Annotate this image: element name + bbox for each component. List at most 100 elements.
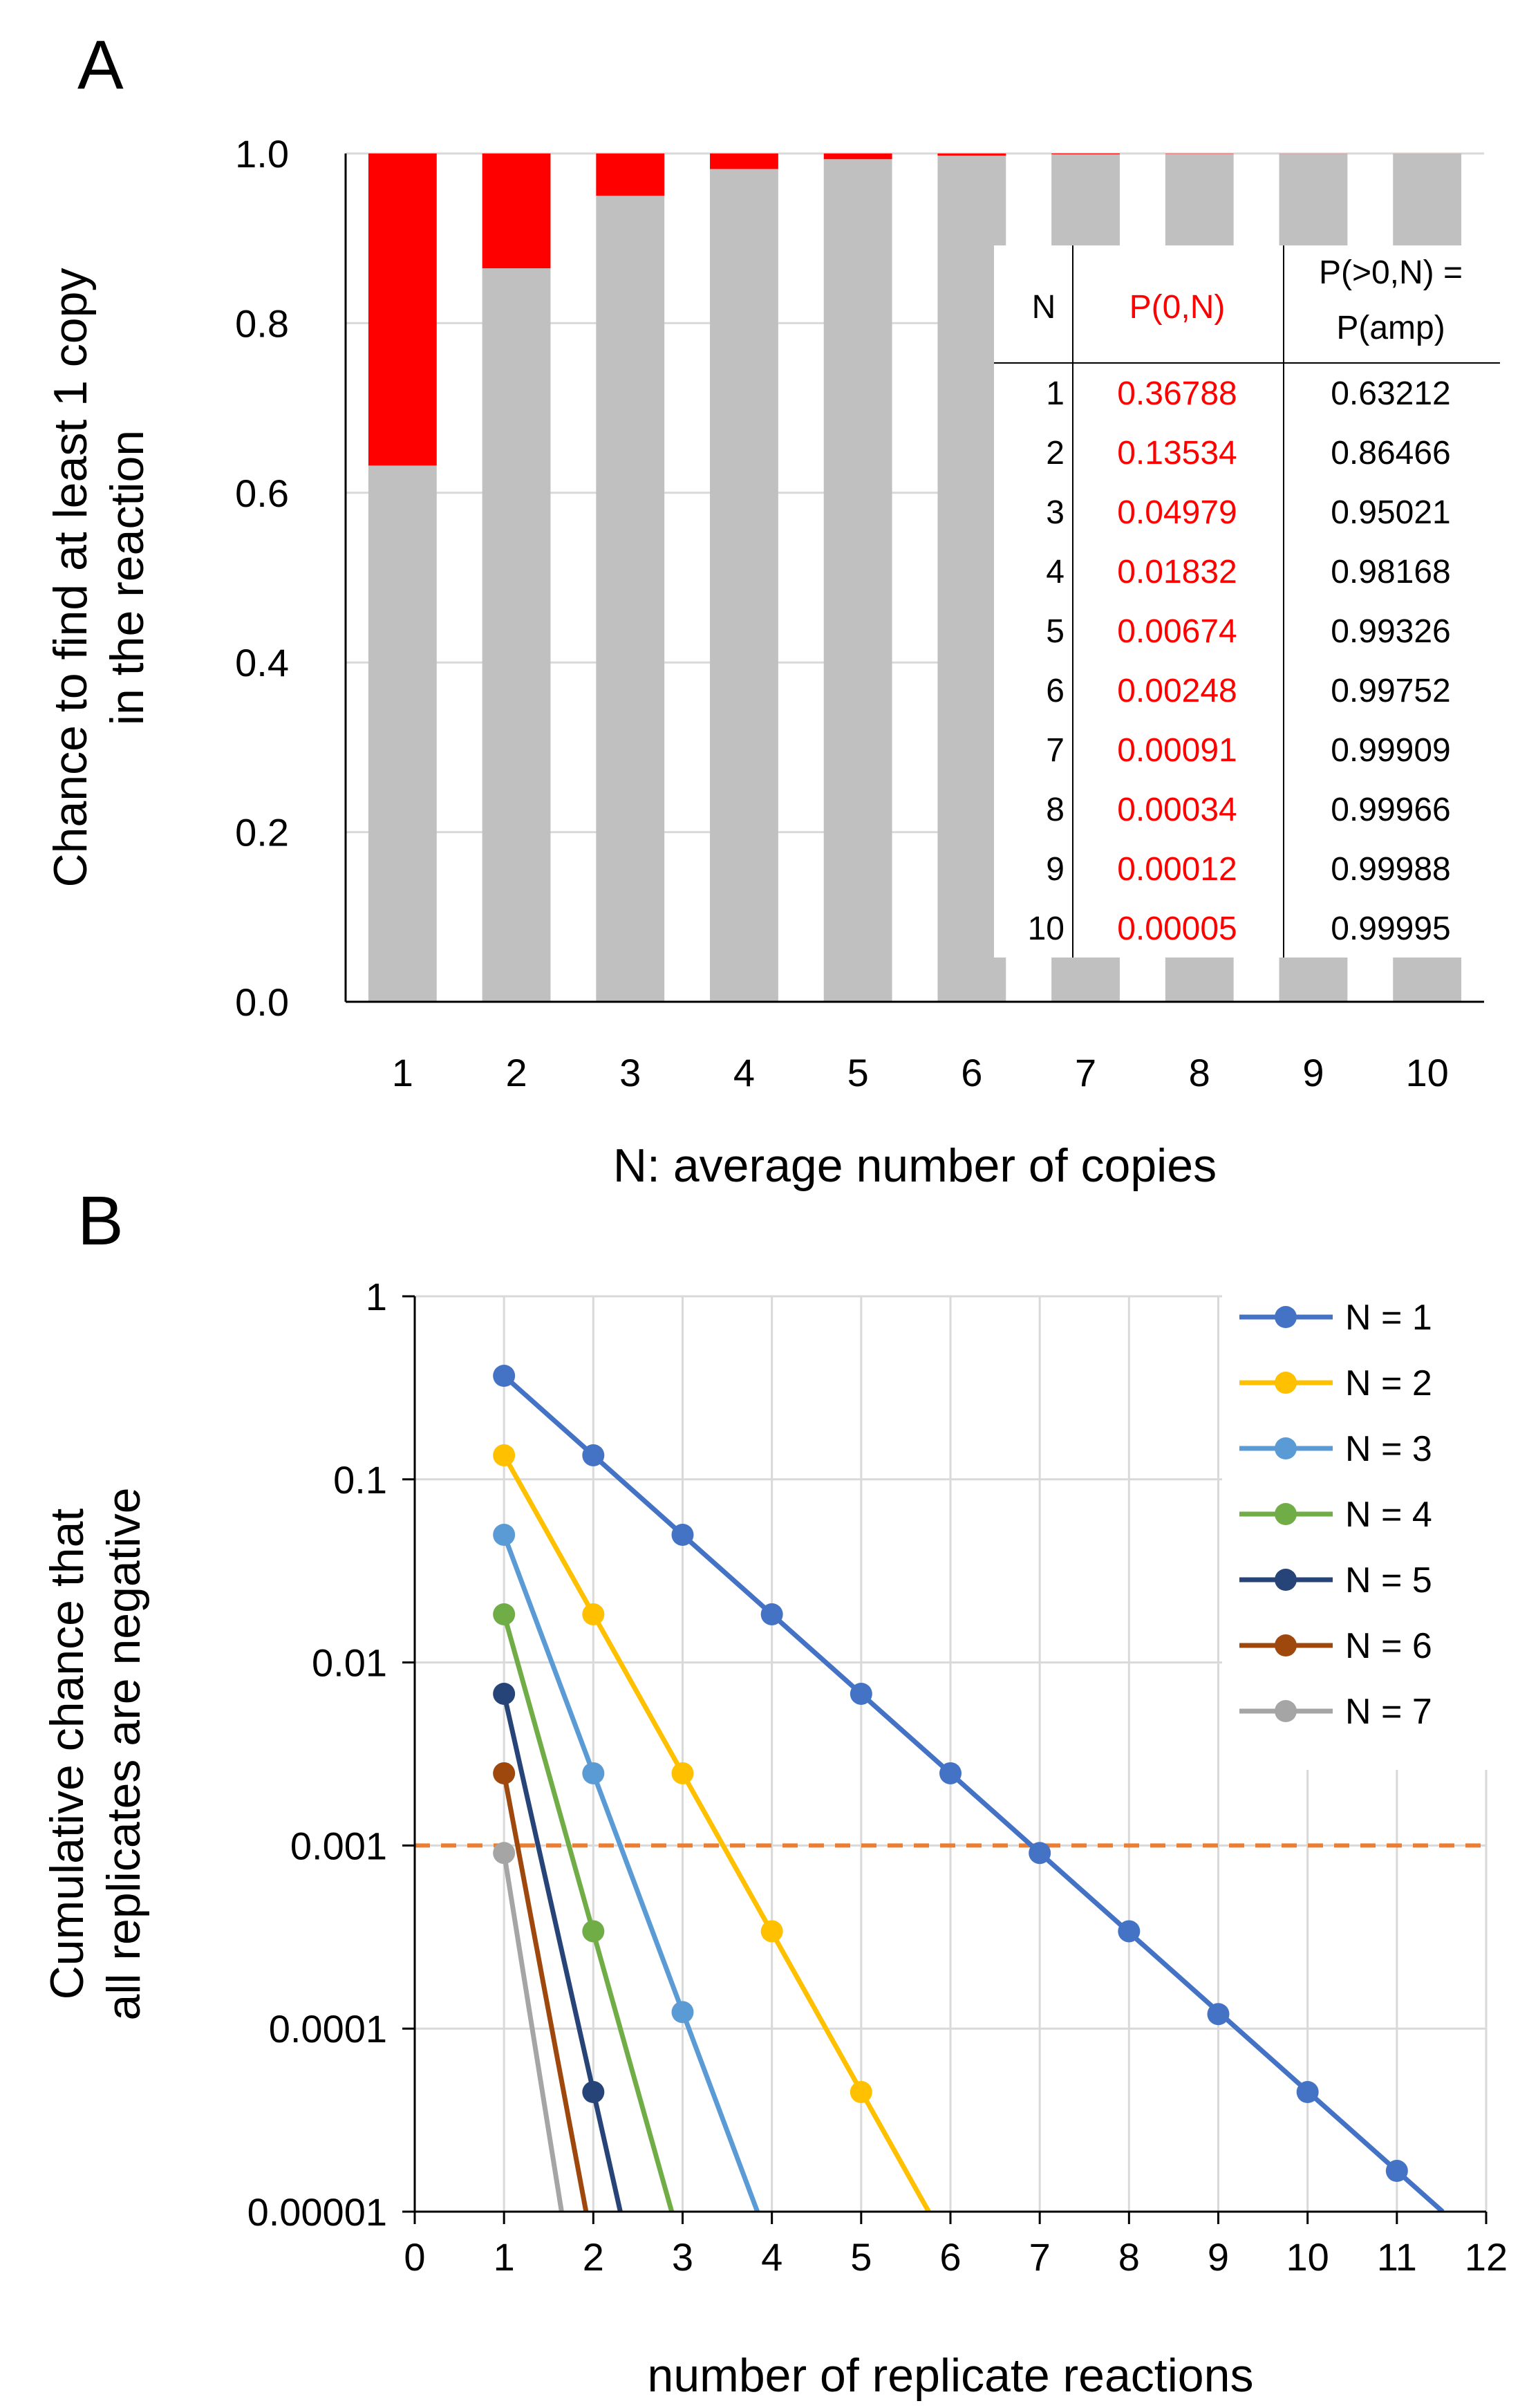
bar-p-zero [596,153,665,196]
table-cell-pamp: 0.99909 [1331,732,1451,769]
table-cell-n: 9 [1046,851,1065,888]
data-point [850,2081,872,2104]
y-tick-label-a: 1.0 [235,132,289,176]
table-cell-n: 7 [1046,732,1065,769]
table-cell-n: 5 [1046,613,1065,650]
x-tick-label-b: 6 [939,2235,961,2279]
bar-p-amp [368,465,437,1002]
y-axis-title-line-a: in the reaction [101,430,153,725]
series-line [501,1693,623,2212]
data-point [760,1920,783,1943]
y-tick-label-b: 1 [366,1275,387,1318]
x-tick-label-b: 9 [1208,2235,1229,2279]
y-tick-label-a: 0.4 [235,641,289,684]
panel-a-letter: A [77,26,124,104]
data-point [493,1762,516,1784]
x-tick-label-a: 10 [1406,1051,1449,1094]
data-point [1029,1842,1051,1865]
table-cell-pamp: 0.99988 [1331,851,1451,888]
table-cell-pamp: 0.63212 [1331,375,1451,412]
x-tick-label-b: 1 [494,2235,515,2279]
data-point [760,1603,783,1625]
x-tick-label-b: 12 [1465,2235,1508,2279]
legend-swatch-marker [1275,1503,1297,1525]
data-point [671,1762,694,1784]
x-tick-label-a: 4 [733,1051,755,1094]
table-cell-n: 10 [1028,911,1065,947]
legend-swatch-marker [1275,1569,1297,1591]
data-point [493,1523,516,1546]
bar-p-zero [1051,153,1120,155]
data-point [493,1444,516,1466]
table-cell-n: 3 [1046,494,1065,531]
data-point [493,1842,516,1865]
table-cell-n: 2 [1046,435,1065,472]
y-tick-label-b: 0.0001 [269,2007,387,2051]
legend-swatch-marker [1275,1634,1297,1656]
table-cell-n: 4 [1046,554,1065,590]
data-point [582,1603,605,1625]
x-tick-label-b: 2 [583,2235,604,2279]
data-point [1118,1920,1141,1943]
table-cell-p0: 0.13534 [1117,435,1237,472]
x-tick-label-a: 1 [392,1051,413,1094]
x-tick-label-b: 4 [761,2235,782,2279]
bar-p-amp [596,196,665,1002]
y-axis-title-line-b: all replicates are negative [97,1487,150,2020]
legend-swatch-marker [1275,1306,1297,1328]
x-tick-label-b: 0 [404,2235,425,2279]
table-cell-n: 6 [1046,673,1065,709]
table-cell-p0: 0.00005 [1117,911,1237,947]
table-background [994,245,1500,958]
series-line [502,1374,1445,2212]
legend-swatch-marker [1275,1372,1297,1394]
x-tick-label-a: 9 [1302,1051,1324,1094]
data-point [493,1365,516,1388]
series-line [501,1852,564,2212]
y-tick-label-b: 0.00001 [247,2190,387,2234]
legend-background [1222,1282,1492,1770]
y-tick-label-b: 0.1 [333,1458,387,1502]
table-cell-n: 1 [1046,375,1065,412]
table-cell-pamp: 0.86466 [1331,435,1451,472]
table-cell-pamp: 0.99995 [1331,911,1451,947]
table-cell-p0: 0.04979 [1117,494,1237,531]
table-cell-n: 8 [1046,792,1065,828]
table-cell-pamp: 0.95021 [1331,494,1451,531]
bar-p-zero [368,153,437,466]
y-axis-title-line-a: Chance to find at least 1 copy [44,268,97,888]
legend-label: N = 4 [1345,1495,1432,1535]
legend-label: N = 3 [1345,1429,1432,1469]
x-tick-label-b: 7 [1029,2235,1051,2279]
data-point [582,1920,605,1943]
table-cell-pamp: 0.99966 [1331,792,1451,828]
table-cell-p0: 0.00034 [1117,792,1237,828]
y-tick-label-a: 0.8 [235,301,289,345]
x-tick-label-b: 8 [1118,2235,1140,2279]
bar-p-amp [823,159,892,1002]
table-cell-p0: 0.00248 [1117,673,1237,709]
data-point [493,1682,516,1705]
table-header-p0: P(0,N) [1129,289,1226,326]
legend-label: N = 2 [1345,1363,1432,1403]
y-tick-label-a: 0.0 [235,980,289,1024]
series-line [501,1533,760,2212]
data-point [671,2001,694,2024]
legend-swatch-marker [1275,1437,1297,1459]
bar-p-amp [710,169,778,1002]
y-tick-label-a: 0.6 [235,472,289,515]
table-cell-p0: 0.00012 [1117,851,1237,888]
x-tick-label-a: 8 [1189,1051,1210,1094]
data-point [582,1762,605,1784]
x-tick-label-a: 2 [505,1051,527,1094]
table-cell-p0: 0.01832 [1117,554,1237,590]
bar-p-zero [482,153,551,269]
data-point [1385,2160,1408,2183]
x-tick-label-b: 5 [850,2235,872,2279]
x-axis-title-a: N: average number of copies [613,1139,1217,1192]
x-tick-label-a: 7 [1075,1051,1096,1094]
legend-label: N = 6 [1345,1626,1432,1666]
panel-b-letter: B [77,1182,124,1260]
bar-p-amp [482,268,551,1002]
